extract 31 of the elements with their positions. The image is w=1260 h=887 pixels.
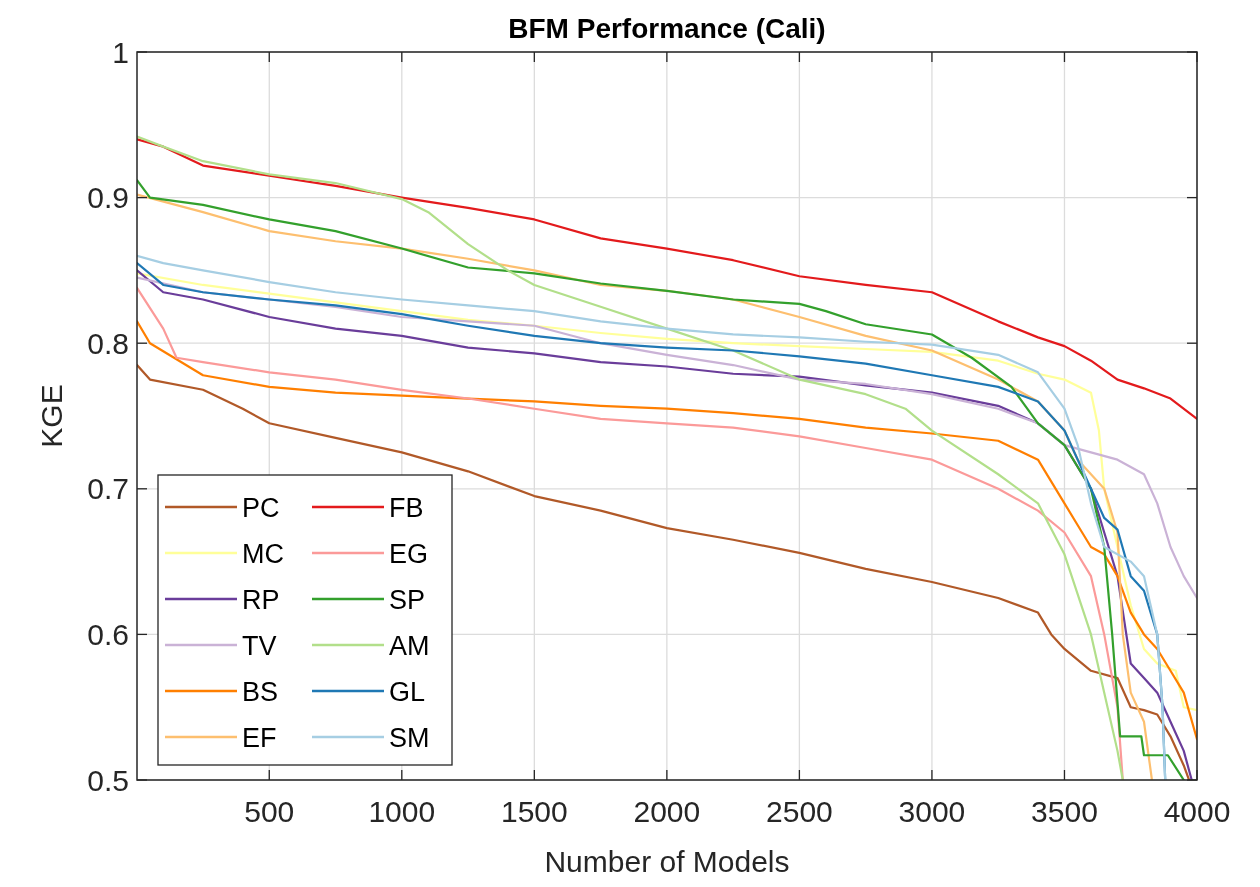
y-tick-label: 0.7 bbox=[87, 472, 129, 506]
x-tick-label: 1500 bbox=[500, 795, 568, 828]
x-tick-label: 2500 bbox=[766, 795, 833, 828]
x-axis-title: Number of Models bbox=[544, 845, 790, 878]
legend-label: FB bbox=[389, 492, 424, 523]
legend-label: MC bbox=[242, 538, 284, 569]
x-tick-label: 3000 bbox=[898, 795, 966, 828]
line-series bbox=[137, 138, 1197, 421]
x-tick-label: 3500 bbox=[1031, 795, 1098, 828]
legend-label: EG bbox=[389, 538, 429, 569]
x-tick-label: 1000 bbox=[368, 795, 436, 828]
x-tick-label: 500 bbox=[244, 795, 295, 828]
legend-label: BS bbox=[242, 676, 279, 707]
legend-label: AM bbox=[389, 630, 430, 661]
legend-label: GL bbox=[389, 676, 426, 707]
y-axis-title: KGE bbox=[35, 384, 68, 448]
legend-label: SP bbox=[389, 584, 426, 615]
y-tick-label: 1 bbox=[112, 35, 129, 69]
y-tick-label: 0.9 bbox=[87, 181, 129, 215]
y-tick-label: 0.8 bbox=[87, 326, 129, 360]
x-tick-label: 4000 bbox=[1163, 795, 1231, 828]
legend-label: SM bbox=[389, 722, 430, 753]
legend-label: EF bbox=[242, 722, 277, 753]
legend-label: RP bbox=[242, 584, 280, 615]
legend-label: PC bbox=[242, 492, 280, 523]
x-tick-label: 2000 bbox=[633, 795, 701, 828]
chart-title: BFM Performance (Cali) bbox=[508, 13, 826, 44]
y-tick-label: 0.5 bbox=[87, 763, 129, 797]
line-series bbox=[137, 363, 1191, 780]
y-tick-label: 0.6 bbox=[87, 617, 129, 651]
legend-label: TV bbox=[242, 630, 277, 661]
